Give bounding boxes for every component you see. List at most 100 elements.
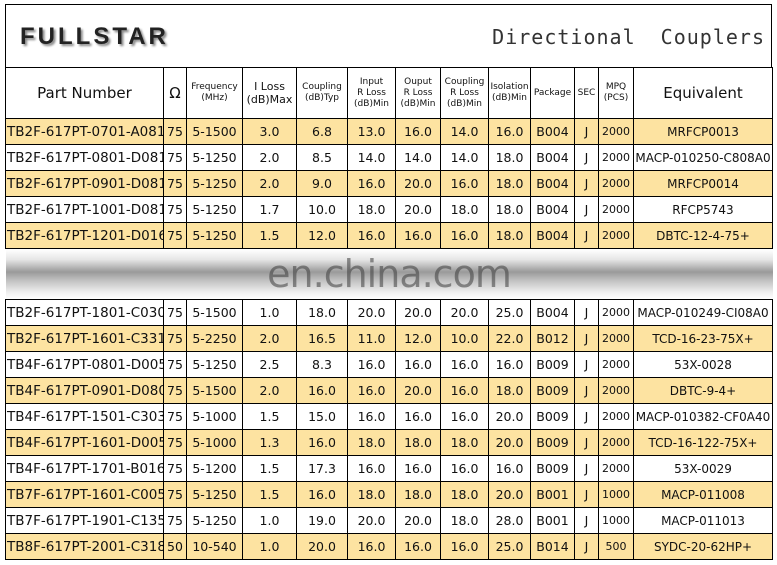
table-cell: 5-1500 bbox=[186, 118, 243, 145]
table-cell: J bbox=[574, 351, 599, 378]
header-line: (dB)Typ bbox=[304, 93, 340, 103]
header-line: (dB)Min bbox=[492, 93, 527, 103]
table-cell: 16.0 bbox=[347, 170, 396, 197]
table-cell: B004 bbox=[530, 222, 575, 249]
table-cell: 18.0 bbox=[395, 481, 441, 508]
table-cell: 16.0 bbox=[296, 481, 348, 508]
table-cell: 18.0 bbox=[395, 429, 441, 456]
header-line: Package bbox=[533, 87, 572, 98]
table-cell: 20.0 bbox=[395, 299, 441, 326]
table-cell: 2000 bbox=[598, 351, 634, 378]
table-row: TB2F-617PT-1601-C331 75 5-2250 2.0 16.5 11.0 1… bbox=[5, 325, 773, 352]
table-cell: TB2F-617PT-1801-C030 bbox=[5, 299, 164, 326]
header-line: Part Number bbox=[37, 83, 132, 102]
table-cell: 2.0 bbox=[242, 377, 297, 404]
table-cell: TB2F-617PT-0901-D081 bbox=[5, 170, 164, 197]
table-row: TB8F-617PT-2001-C318 50 10-540 1.0 20.0 16.0 1… bbox=[5, 533, 773, 560]
table-row: TB2F-617PT-0801-D081 75 5-1250 2.0 8.5 14.0 14… bbox=[5, 144, 773, 171]
table-cell: 75 bbox=[163, 455, 187, 482]
header-line: Coupling bbox=[302, 82, 342, 92]
table-cell: 16.0 bbox=[440, 222, 489, 249]
table-cell: 16.0 bbox=[347, 533, 396, 560]
table-cell: 19.0 bbox=[296, 507, 348, 534]
table-cell: 20.0 bbox=[395, 170, 441, 197]
table-cell: J bbox=[574, 170, 599, 197]
table-cell: 2000 bbox=[598, 403, 634, 430]
page-title: Directional Couplers bbox=[492, 25, 765, 49]
table-cell: 16.0 bbox=[347, 403, 396, 430]
table-cell: B004 bbox=[530, 299, 575, 326]
header-row: Part Number Ω Frequency (MHz) I Loss (dB)Max C… bbox=[5, 67, 773, 119]
table-cell: J bbox=[574, 325, 599, 352]
table-cell: 16.0 bbox=[395, 118, 441, 145]
table-cell: 5-1000 bbox=[186, 403, 243, 430]
table-cell: 5-1250 bbox=[186, 351, 243, 378]
table-cell: B004 bbox=[530, 118, 575, 145]
table-cell: TCD-16-122-75X+ bbox=[633, 429, 773, 456]
column-header: Package bbox=[530, 67, 575, 119]
table-cell: TB2F-617PT-1201-D016 bbox=[5, 222, 164, 249]
table-cell: 18.0 bbox=[347, 481, 396, 508]
table-cell: 5-1250 bbox=[186, 222, 243, 249]
table-cell: 16.0 bbox=[347, 222, 396, 249]
table-cell: MRFCP0013 bbox=[633, 118, 773, 145]
table-row: TB4F-617PT-1701-B016 75 5-1200 1.5 17.3 16.0 1… bbox=[5, 455, 773, 482]
header-line: Input bbox=[359, 76, 384, 87]
table-cell: J bbox=[574, 299, 599, 326]
table-cell: 18.0 bbox=[440, 507, 489, 534]
column-header: Equivalent bbox=[633, 67, 773, 119]
table-cell: 16.0 bbox=[347, 351, 396, 378]
table-cell: 15.0 bbox=[296, 403, 348, 430]
table-cell: 5-2250 bbox=[186, 325, 243, 352]
band-cell: en.china.com bbox=[5, 248, 773, 300]
header-line: Ω bbox=[169, 83, 181, 102]
table-cell: 75 bbox=[163, 403, 187, 430]
table-cell: TB4F-617PT-0801-D005 bbox=[5, 351, 164, 378]
table-cell: 20.0 bbox=[488, 403, 531, 430]
table-cell: 10.0 bbox=[296, 196, 348, 223]
table-cell: RFCP5743 bbox=[633, 196, 773, 223]
table-cell: 18.0 bbox=[347, 429, 396, 456]
table-row: TB7F-617PT-1901-C135 75 5-1250 1.0 19.0 20.0 2… bbox=[5, 507, 773, 534]
table-cell: 2000 bbox=[598, 455, 634, 482]
table-cell: 6.8 bbox=[296, 118, 348, 145]
header-line: Coupling bbox=[444, 76, 485, 87]
table-cell: 1000 bbox=[598, 507, 634, 534]
header-line: (MHz) bbox=[201, 93, 228, 103]
table-cell: MACP-011013 bbox=[633, 507, 773, 534]
table-cell: MACP-010249-CI08A0 bbox=[633, 299, 773, 326]
table-row: TB4F-617PT-1501-C303 75 5-1000 1.5 15.0 16.0 1… bbox=[5, 403, 773, 430]
table-cell: 75 bbox=[163, 351, 187, 378]
table-cell: 18.0 bbox=[488, 377, 531, 404]
table-cell: 1.5 bbox=[242, 222, 297, 249]
table-cell: 25.0 bbox=[488, 533, 531, 560]
table-cell: B009 bbox=[530, 429, 575, 456]
table-cell: 16.0 bbox=[395, 403, 441, 430]
table-cell: MRFCP0014 bbox=[633, 170, 773, 197]
table-cell: 2000 bbox=[598, 170, 634, 197]
table-cell: 25.0 bbox=[488, 299, 531, 326]
table-cell: TB7F-617PT-1901-C135 bbox=[5, 507, 164, 534]
header-line: R Loss bbox=[403, 87, 433, 98]
table-cell: 2000 bbox=[598, 429, 634, 456]
table-cell: 75 bbox=[163, 118, 187, 145]
table-row: TB4F-617PT-1601-D005 75 5-1000 1.3 16.0 18.0 1… bbox=[5, 429, 773, 456]
table-cell: 20.0 bbox=[488, 429, 531, 456]
table-cell: 75 bbox=[163, 377, 187, 404]
table-cell: 5-1500 bbox=[186, 377, 243, 404]
table-cell: 18.0 bbox=[440, 481, 489, 508]
table-row: TB4F-617PT-0901-D080 75 5-1500 2.0 16.0 16.0 2… bbox=[5, 377, 773, 404]
watermark-band: en.china.com bbox=[5, 248, 773, 300]
table-cell: MACP-010250-C808A0 bbox=[633, 144, 773, 171]
table-cell: 14.0 bbox=[347, 144, 396, 171]
table-cell: 1.5 bbox=[242, 403, 297, 430]
table-cell: TB2F-617PT-0701-A081 bbox=[5, 118, 164, 145]
table-cell: J bbox=[574, 481, 599, 508]
column-header: Isolation (dB)Min bbox=[488, 67, 531, 119]
header-line: Frequency bbox=[191, 82, 238, 92]
table-cell: J bbox=[574, 196, 599, 223]
band-row: en.china.com bbox=[5, 248, 773, 300]
table-cell: 75 bbox=[163, 507, 187, 534]
column-header: Input R Loss (dB)Min bbox=[347, 67, 396, 119]
table-row: TB2F-617PT-1001-D081 75 5-1250 1.7 10.0 18.0 2… bbox=[5, 196, 773, 223]
